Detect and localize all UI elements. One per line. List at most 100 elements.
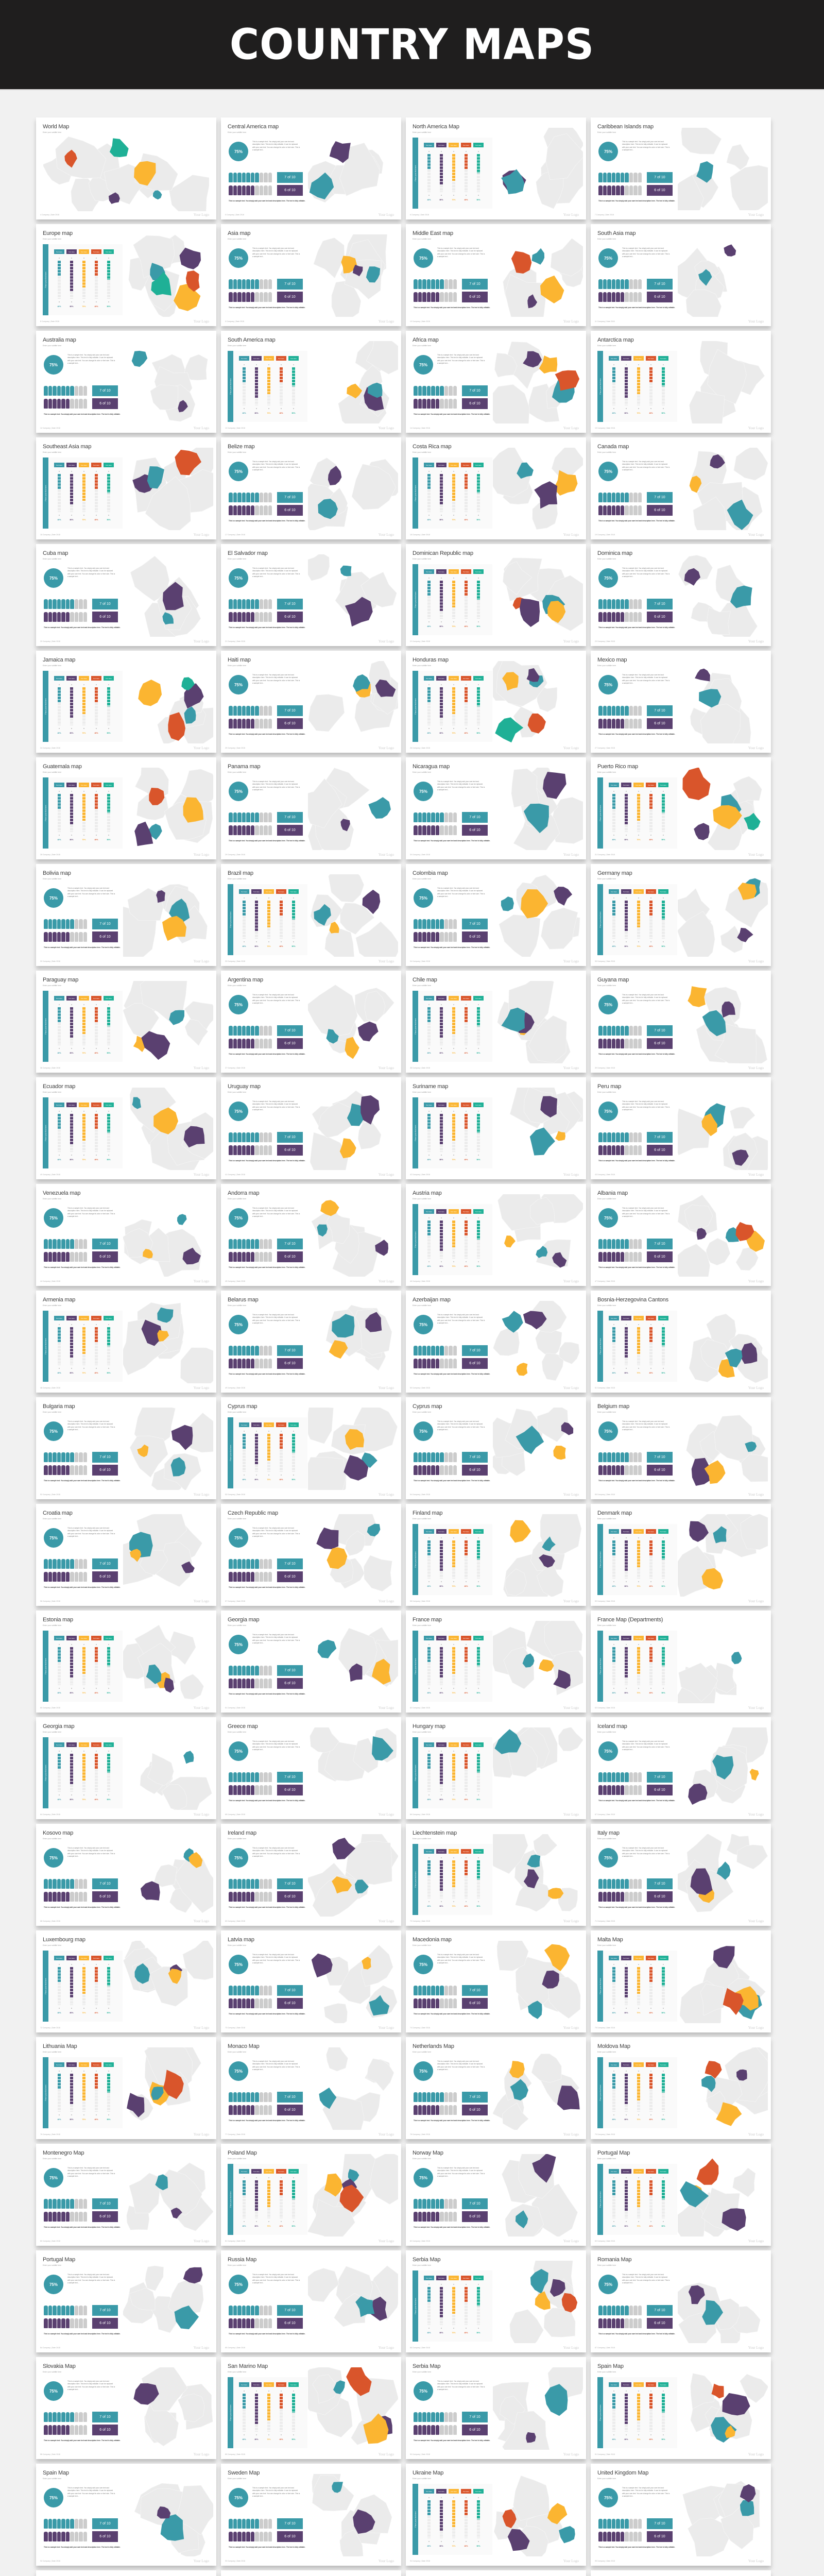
slide-card[interactable]: Southeast Asia map Enter your subtitle h… [36, 437, 216, 539]
slide-card[interactable]: Bosnia-Herzegovina Cantons Enter your su… [591, 1291, 771, 1393]
slide-card[interactable]: Italy map Enter your subtitle here 75% T… [591, 1824, 771, 1926]
slide-card[interactable]: Nicaragua map Enter your subtitle here 7… [406, 757, 586, 859]
slide-card[interactable]: South Asia map Enter your subtitle here … [591, 224, 771, 326]
person-icon [70, 2412, 74, 2422]
slide-card[interactable]: Austria map Enter your subtitle here Pla… [406, 1184, 586, 1286]
slide-card[interactable]: Bolivia map Enter your subtitle here 75%… [36, 864, 216, 966]
slide-card[interactable]: Caribbean Islands map Enter your subtitl… [591, 117, 771, 219]
slide-card[interactable]: South America map Enter your subtitle he… [221, 331, 401, 433]
slide-card[interactable]: Germany map Enter your subtitle here Pla… [591, 864, 771, 966]
person-icon [70, 2425, 74, 2435]
slide-card[interactable]: North America Map Enter your subtitle he… [406, 117, 586, 219]
slide-card[interactable]: Monaco Map Enter your subtitle here 75% … [221, 2037, 401, 2139]
slide-card[interactable]: France map Enter your subtitle here Plac… [406, 1611, 586, 1713]
slide-card[interactable]: Belarus map Enter your subtitle here 75%… [221, 1291, 401, 1393]
slide-card[interactable]: Vatican City Map Enter your subtitle her… [221, 2570, 401, 2576]
slide-card[interactable]: Ukraine Map Enter your subtitle here Pla… [406, 2464, 586, 2566]
slide-card[interactable]: Guatemala map Enter your subtitle here P… [36, 757, 216, 859]
slide-card[interactable]: Poland Map Enter your subtitle here Plac… [221, 2144, 401, 2246]
slide-card[interactable]: Panama map Enter your subtitle here 75% … [221, 757, 401, 859]
slide-card[interactable]: Puerto Rico map Enter your subtitle here… [591, 757, 771, 859]
slide-card[interactable]: Belize map Enter your subtitle here 75% … [221, 437, 401, 539]
slide-card[interactable]: Norway Map Enter your subtitle here 75% … [406, 2144, 586, 2246]
slide-card[interactable]: Bahrain Map Enter your subtitle here Pla… [591, 2570, 771, 2576]
slide-card[interactable]: Haiti map Enter your subtitle here 75% T… [221, 651, 401, 753]
slide-card[interactable]: Azerbaijan map Enter your subtitle here … [406, 1291, 586, 1393]
slide-card[interactable]: Finland map Enter your subtitle here Pla… [406, 1504, 586, 1606]
slide-card[interactable]: Macedonia map Enter your subtitle here 7… [406, 1930, 586, 2032]
slide-card[interactable]: Venezuela map Enter your subtitle here 7… [36, 1184, 216, 1286]
slide-card[interactable]: Hungary map Enter your subtitle here Pla… [406, 1717, 586, 1819]
slide-card[interactable]: Lithuania Map Enter your subtitle here P… [36, 2037, 216, 2139]
slide-card[interactable]: Albania map Enter your subtitle here 75%… [591, 1184, 771, 1286]
slide-card[interactable]: Brazil map Enter your subtitle here Plac… [221, 864, 401, 966]
slide-card[interactable]: Uruguay map Enter your subtitle here 75%… [221, 1077, 401, 1179]
slide-card[interactable]: Denmark map Enter your subtitle here Pla… [591, 1504, 771, 1606]
slide-card[interactable]: Luxembourg map Enter your subtitle here … [36, 1930, 216, 2032]
slide-card[interactable]: Argentina map Enter your subtitle here 7… [221, 971, 401, 1073]
slide-card[interactable]: Bulgaria map Enter your subtitle here 75… [36, 1397, 216, 1499]
slide-card[interactable]: France Map (Departments) Enter your subt… [591, 1611, 771, 1713]
slide-card[interactable]: Greece map Enter your subtitle here 75% … [221, 1717, 401, 1819]
slide-card[interactable]: World Map Enter your subtitle here 4 Com… [36, 117, 216, 219]
slide-card[interactable]: Czech Republic map Enter your subtitle h… [221, 1504, 401, 1606]
slide-card[interactable]: Andorra map Enter your subtitle here 75%… [221, 1184, 401, 1286]
slide-card[interactable]: Central America map Enter your subtitle … [221, 117, 401, 219]
slide-card[interactable]: Belgium map Enter your subtitle here 75%… [591, 1397, 771, 1499]
slide-card[interactable]: Serbia Map Enter your subtitle here Plac… [406, 2250, 586, 2352]
slide-card[interactable]: Iceland map Enter your subtitle here 75%… [591, 1717, 771, 1819]
slide-card[interactable]: Australia map Enter your subtitle here 7… [36, 331, 216, 433]
slide-card[interactable]: Slovakia Map Enter your subtitle here 75… [36, 2357, 216, 2459]
slide-card[interactable]: Estonia map Enter your subtitle here Pla… [36, 1611, 216, 1713]
slide-card[interactable]: Russia Map Enter your subtitle here 75% … [221, 2250, 401, 2352]
slide-card[interactable]: Mexico map Enter your subtitle here 75% … [591, 651, 771, 753]
slide-card[interactable]: Serbia Map Enter your subtitle here 75% … [406, 2357, 586, 2459]
slide-card[interactable]: Kosovo map Enter your subtitle here 75% … [36, 1824, 216, 1926]
bar-column: Text Here 80% [436, 1529, 447, 1595]
slide-card[interactable]: Antarctica map Enter your subtitle here … [591, 331, 771, 433]
slide-card[interactable]: Cyprus map Enter your subtitle here 75% … [406, 1397, 586, 1499]
slide-card[interactable]: Ireland map Enter your subtitle here 75%… [221, 1824, 401, 1926]
slide-card[interactable]: Cyprus map Enter your subtitle here Plac… [221, 1397, 401, 1499]
slide-card[interactable]: Africa map Enter your subtitle here 75% … [406, 331, 586, 433]
slide-card[interactable]: Georgia map Enter your subtitle here 75%… [221, 1611, 401, 1713]
slide-card[interactable]: Montenegro Map Enter your subtitle here … [36, 2144, 216, 2246]
slide-card[interactable]: El Salvador map Enter your subtitle here… [221, 544, 401, 646]
slide-card[interactable]: Switzerland Map Enter your subtitle here… [36, 2570, 216, 2576]
slide-card[interactable]: Netherlands Map Enter your subtitle here… [406, 2037, 586, 2139]
slide-card[interactable]: Latvia map Enter your subtitle here 75% … [221, 1930, 401, 2032]
slide-card[interactable]: United Kingdom Map Enter your subtitle h… [591, 2464, 771, 2566]
slide-card[interactable]: Middle East map Enter your subtitle here… [406, 224, 586, 326]
slide-card[interactable]: Romania Map Enter your subtitle here 75%… [591, 2250, 771, 2352]
bar-track [82, 794, 85, 832]
slide-card[interactable]: Europe map Enter your subtitle here Plac… [36, 224, 216, 326]
slide-card[interactable]: Spain Map Enter your subtitle here Place… [591, 2357, 771, 2459]
slide-card[interactable]: Sweden Map Enter your subtitle here 75% … [221, 2464, 401, 2566]
slide-card[interactable]: Georgia map Enter your subtitle here Pla… [36, 1717, 216, 1819]
slide-card[interactable]: Paraguay map Enter your subtitle here Pl… [36, 971, 216, 1073]
slide-card[interactable]: Cuba map Enter your subtitle here 75% Th… [36, 544, 216, 646]
slide-card[interactable]: Colombia map Enter your subtitle here 75… [406, 864, 586, 966]
slide-card[interactable]: Chile map Enter your subtitle here Place… [406, 971, 586, 1073]
slide-card[interactable]: San Marino Map Enter your subtitle here … [221, 2357, 401, 2459]
slide-card[interactable]: Moldova Map Enter your subtitle here Pla… [591, 2037, 771, 2139]
slide-card[interactable]: Dominican Republic map Enter your subtit… [406, 544, 586, 646]
slide-card[interactable]: Peru map Enter your subtitle here 75% Th… [591, 1077, 771, 1179]
slide-card[interactable]: Liechtenstein map Enter your subtitle he… [406, 1824, 586, 1926]
slide-card[interactable]: Jamaica map Enter your subtitle here Pla… [36, 651, 216, 753]
slide-card[interactable]: Malta Map Enter your subtitle here Place… [591, 1930, 771, 2032]
slide-card[interactable]: Croatia map Enter your subtitle here 75%… [36, 1504, 216, 1606]
slide-card[interactable]: Slovenia Map Enter your subtitle here 75… [406, 2570, 586, 2576]
slide-card[interactable]: Costa Rica map Enter your subtitle here … [406, 437, 586, 539]
slide-card[interactable]: Dominica map Enter your subtitle here 75… [591, 544, 771, 646]
slide-card[interactable]: Suriname map Enter your subtitle here Pl… [406, 1077, 586, 1179]
slide-card[interactable]: Armenia map Enter your subtitle here Pla… [36, 1291, 216, 1393]
slide-card[interactable]: Spain Map Enter your subtitle here 75% T… [36, 2464, 216, 2566]
slide-card[interactable]: Portugal Map Enter your subtitle here 75… [36, 2250, 216, 2352]
slide-card[interactable]: Guyana map Enter your subtitle here 75% … [591, 971, 771, 1073]
slide-card[interactable]: Portugal Map Enter your subtitle here Pl… [591, 2144, 771, 2246]
slide-card[interactable]: Canada map Enter your subtitle here 75% … [591, 437, 771, 539]
slide-card[interactable]: Asia map Enter your subtitle here 75% Th… [221, 224, 401, 326]
slide-card[interactable]: Honduras map Enter your subtitle here Pl… [406, 651, 586, 753]
slide-card[interactable]: Ecuador map Enter your subtitle here Pla… [36, 1077, 216, 1179]
